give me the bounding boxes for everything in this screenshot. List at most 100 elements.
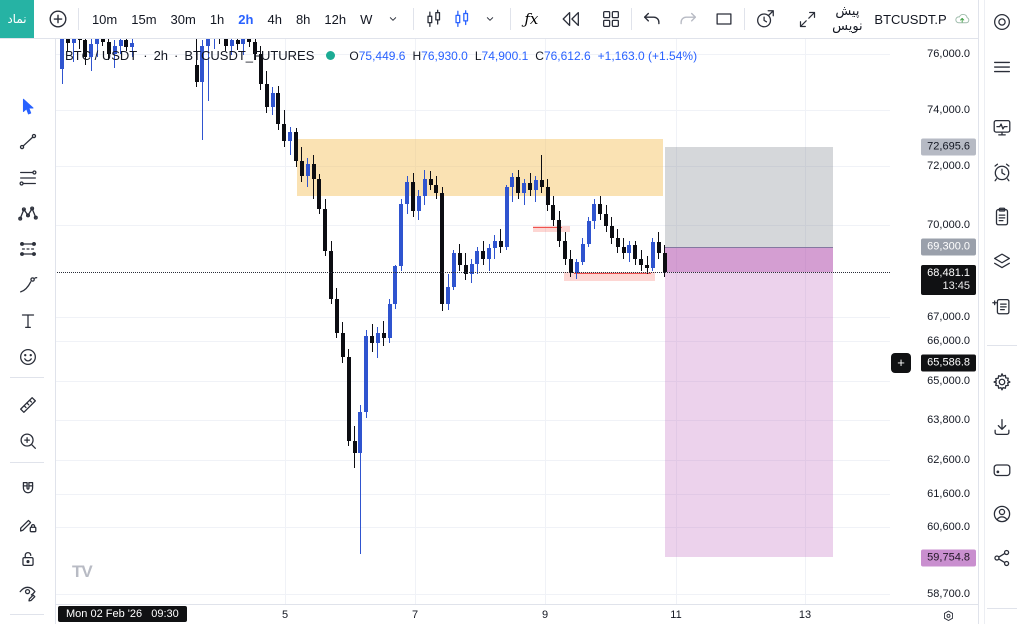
candle[interactable] (200, 45, 205, 82)
candle[interactable] (358, 411, 363, 454)
candle[interactable] (533, 180, 538, 191)
candle[interactable] (545, 187, 550, 206)
drawing-mode-button[interactable] (13, 510, 43, 540)
candle[interactable] (305, 164, 310, 176)
zoom-in-tool-button[interactable] (13, 426, 43, 456)
candle[interactable] (288, 132, 293, 142)
candle[interactable] (329, 251, 334, 299)
candle[interactable] (387, 303, 392, 338)
position-entry-line[interactable] (665, 246, 833, 248)
publish-draft-button[interactable]: پیش نویس BTCUSDT.P (821, 3, 978, 35)
candle[interactable] (223, 38, 228, 46)
layout-button[interactable] (597, 5, 625, 33)
candle[interactable] (399, 204, 404, 267)
redo-button[interactable] (674, 5, 702, 33)
candle[interactable] (194, 65, 199, 82)
candle[interactable] (621, 246, 626, 253)
candle[interactable] (416, 196, 421, 212)
timeframe-menu-button[interactable] (379, 5, 407, 33)
timeframe-30m[interactable]: 30m (164, 6, 203, 32)
candle[interactable] (440, 193, 445, 304)
red-mark-zone[interactable] (533, 225, 570, 232)
details-menu-button[interactable] (988, 53, 1016, 81)
candle[interactable] (346, 357, 351, 442)
replay-button[interactable] (557, 5, 585, 33)
cursor-tool-button[interactable] (13, 92, 43, 122)
candle[interactable] (580, 243, 585, 263)
candle[interactable] (264, 84, 269, 107)
account-button[interactable] (988, 500, 1016, 528)
candle[interactable] (551, 205, 556, 220)
candle[interactable] (89, 44, 94, 57)
candle[interactable] (229, 40, 234, 46)
candle[interactable] (340, 332, 345, 358)
candle[interactable] (393, 266, 398, 304)
symbol-search-button[interactable]: نماد (0, 0, 34, 38)
candle[interactable] (639, 259, 644, 266)
undo-button[interactable] (638, 5, 666, 33)
entry-band-purple[interactable] (665, 246, 833, 272)
candle[interactable] (381, 333, 386, 338)
candle[interactable] (457, 252, 462, 266)
candle[interactable] (118, 40, 123, 46)
candle[interactable] (258, 54, 263, 85)
candle[interactable] (563, 240, 568, 260)
timeframe-8h[interactable]: 8h (289, 6, 317, 32)
alert-button[interactable] (751, 5, 779, 33)
notes-button[interactable] (988, 203, 1016, 231)
hide-drawings-button[interactable] (13, 578, 43, 608)
candle[interactable] (557, 219, 562, 241)
candle[interactable] (645, 265, 649, 269)
emoji-tool-button[interactable] (13, 342, 43, 372)
candle[interactable] (106, 41, 111, 54)
timeframe-1h[interactable]: 1h (203, 6, 231, 32)
candle[interactable] (539, 180, 544, 188)
candle[interactable] (83, 40, 88, 57)
candle[interactable] (522, 183, 527, 194)
candle[interactable] (317, 178, 322, 210)
candle[interactable] (662, 252, 667, 272)
candle[interactable] (650, 242, 655, 269)
candle[interactable] (311, 164, 316, 179)
candle[interactable] (463, 265, 468, 275)
timeframe-15m[interactable]: 15m (124, 6, 163, 32)
supply-zone-yellow[interactable] (297, 139, 663, 196)
candle[interactable] (434, 184, 439, 194)
candle[interactable] (323, 209, 328, 252)
candle[interactable] (60, 38, 64, 70)
candle[interactable] (370, 336, 375, 343)
chart-style-menu-button[interactable] (476, 5, 504, 33)
position-tool-button[interactable] (13, 234, 43, 264)
candle[interactable] (568, 259, 573, 273)
candle[interactable] (112, 45, 117, 54)
candle[interactable] (405, 181, 410, 205)
settings-button[interactable] (988, 368, 1016, 396)
candle[interactable] (282, 123, 287, 142)
candle[interactable] (498, 240, 503, 247)
legend-interval[interactable]: 2h (153, 48, 169, 63)
candle[interactable] (294, 132, 298, 162)
add-alert-plus-button[interactable]: + (891, 353, 911, 373)
candle[interactable] (615, 237, 620, 247)
text-tool-button[interactable] (13, 306, 43, 336)
candle[interactable] (235, 40, 240, 45)
candle[interactable] (487, 248, 492, 260)
screener-button[interactable] (988, 114, 1016, 142)
candle[interactable] (422, 178, 427, 197)
candle[interactable] (253, 41, 258, 54)
brush-tool-button[interactable] (13, 270, 43, 300)
candle[interactable] (592, 203, 597, 222)
candle[interactable] (446, 287, 451, 304)
trend-line-tool-button[interactable] (13, 127, 43, 157)
fib-retracement-tool-button[interactable] (13, 163, 43, 193)
timeframe-2h-active[interactable]: 2h (231, 6, 260, 32)
timeframe-W[interactable]: W (353, 6, 379, 32)
candle[interactable] (299, 161, 304, 176)
magnet-tool-button[interactable] (13, 475, 43, 505)
candle[interactable] (627, 245, 632, 253)
candle[interactable] (633, 245, 638, 260)
rectangle-tool-button[interactable] (710, 5, 738, 33)
candle-style-selected-button[interactable] (448, 5, 476, 33)
candle[interactable] (334, 298, 339, 333)
candle[interactable] (352, 441, 357, 454)
